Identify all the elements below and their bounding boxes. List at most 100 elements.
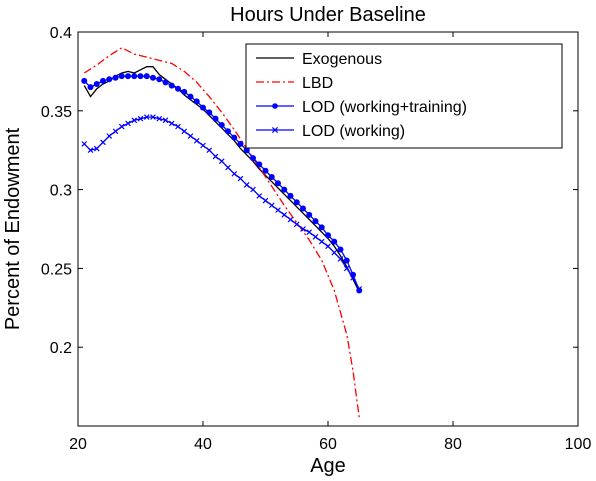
legend-label: Exogenous xyxy=(302,51,382,68)
data-point xyxy=(106,133,113,139)
data-point xyxy=(150,114,156,120)
data-point xyxy=(337,246,344,253)
data-point xyxy=(81,77,88,84)
data-point xyxy=(199,104,206,111)
data-point xyxy=(118,123,125,130)
legend-items: Exogenous LBD LOD (working+training) LOD (w… xyxy=(256,51,467,140)
data-point xyxy=(250,186,256,193)
data-point xyxy=(93,81,100,88)
data-point xyxy=(306,229,313,235)
data-point xyxy=(256,161,263,168)
legend-marker xyxy=(272,103,278,109)
data-point xyxy=(187,93,194,100)
data-point xyxy=(143,73,150,80)
y-axis-label: Percent of Endowment xyxy=(2,127,24,330)
data-point xyxy=(274,180,281,187)
data-point xyxy=(256,193,263,199)
data-point xyxy=(181,88,188,95)
data-point xyxy=(112,74,119,81)
legend-marker xyxy=(271,126,279,134)
data-point xyxy=(293,199,300,206)
data-point xyxy=(318,224,325,231)
x-tick-label: 20 xyxy=(69,436,87,453)
data-point xyxy=(149,74,156,81)
data-point xyxy=(93,145,100,152)
plot-layer: 20 40 60 80 100 0.2 0.25 0.3 0.35 0.4 xyxy=(41,25,592,453)
legend: Exogenous LBD LOD (working+training) LOD (w… xyxy=(245,43,563,149)
data-point xyxy=(218,121,225,128)
data-point xyxy=(174,85,181,92)
legend-label: LBD xyxy=(302,75,333,92)
data-point xyxy=(312,234,319,240)
x-tick-label: 100 xyxy=(565,436,592,453)
data-point xyxy=(137,115,144,122)
x-tick-label: 40 xyxy=(194,436,212,453)
series-lbd xyxy=(83,47,360,419)
data-point xyxy=(131,73,138,80)
data-point xyxy=(168,82,175,89)
data-point xyxy=(262,167,269,174)
data-point xyxy=(218,158,225,165)
data-point xyxy=(156,115,163,122)
x-tick-label: 60 xyxy=(319,436,337,453)
data-point xyxy=(206,109,213,116)
data-point xyxy=(187,133,194,139)
legend-label: LOD (working+training) xyxy=(302,99,467,116)
data-point xyxy=(275,207,281,213)
data-point xyxy=(100,77,107,84)
series-lod-working xyxy=(81,114,363,292)
data-point xyxy=(299,205,306,212)
data-point xyxy=(350,275,356,281)
y-tick-label: 0.35 xyxy=(41,104,72,121)
legend-item: LOD (working) xyxy=(256,123,405,140)
data-point xyxy=(87,147,94,154)
data-point xyxy=(200,142,206,149)
data-point xyxy=(318,238,325,245)
data-point xyxy=(206,147,213,154)
data-point xyxy=(212,153,219,160)
data-point xyxy=(343,265,350,272)
legend-label: LOD (working) xyxy=(302,123,405,140)
data-point xyxy=(287,192,294,199)
data-point xyxy=(100,139,106,146)
data-point xyxy=(118,73,125,80)
data-point xyxy=(325,243,331,250)
data-point xyxy=(337,256,344,262)
data-point xyxy=(143,114,150,120)
y-tick-label: 0.2 xyxy=(50,340,72,357)
series-lod-working-training xyxy=(81,73,363,294)
data-point xyxy=(125,120,131,127)
data-point xyxy=(237,175,244,182)
data-point xyxy=(356,286,363,292)
data-point xyxy=(175,123,181,130)
data-point xyxy=(324,232,331,239)
data-point xyxy=(312,218,319,225)
data-point xyxy=(287,216,294,223)
data-point xyxy=(293,221,300,228)
legend-item: LBD xyxy=(256,75,333,92)
data-point xyxy=(262,197,269,204)
data-point xyxy=(168,120,175,127)
x-axis-label: Age xyxy=(310,455,346,477)
data-point xyxy=(131,117,138,124)
data-point xyxy=(281,186,288,193)
y-tick-label: 0.25 xyxy=(41,261,72,278)
series-line xyxy=(83,47,360,419)
x-tick-label: 80 xyxy=(444,436,462,453)
data-point xyxy=(249,155,256,162)
legend-item: Exogenous xyxy=(256,51,382,68)
data-point xyxy=(181,128,188,135)
data-point xyxy=(156,76,163,83)
data-point xyxy=(106,76,113,83)
y-tick-label: 0.4 xyxy=(50,25,72,42)
data-point xyxy=(193,137,200,144)
data-point xyxy=(225,164,231,171)
data-point xyxy=(237,140,244,147)
data-point xyxy=(300,226,306,232)
data-point xyxy=(162,79,169,86)
series-exogenous xyxy=(83,66,360,293)
data-point xyxy=(281,211,288,218)
chart-title: Hours Under Baseline xyxy=(230,4,426,26)
data-point xyxy=(212,115,219,122)
